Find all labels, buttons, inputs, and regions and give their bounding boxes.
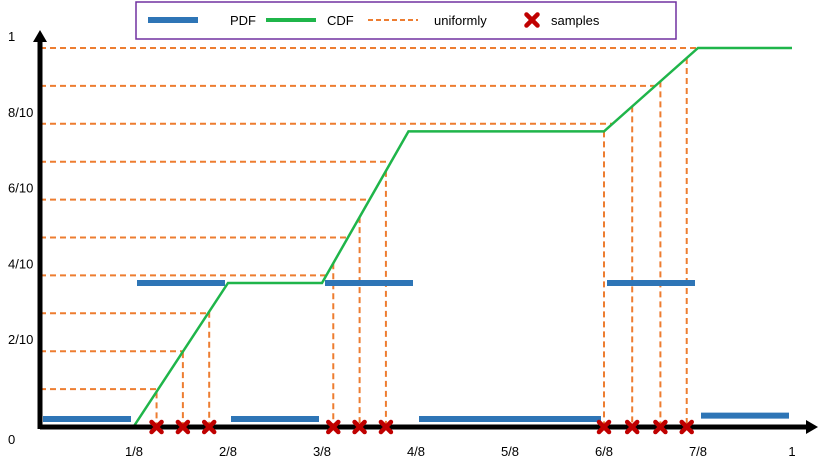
sample-marker	[624, 419, 640, 435]
sample-marker	[352, 419, 367, 435]
x-tick-label: 3/8	[313, 444, 331, 459]
sample-marker	[201, 419, 217, 435]
x-tick-label: 5/8	[501, 444, 519, 459]
sample-marker	[175, 419, 191, 435]
axes	[33, 30, 818, 434]
legend-samples-swatch	[524, 12, 540, 28]
y-axis-arrow	[33, 30, 47, 42]
sample-marker	[679, 419, 694, 435]
pdf-series	[43, 279, 789, 422]
x-axis-arrow	[806, 420, 818, 434]
x-tick-label: 7/8	[689, 444, 707, 459]
y-tick-labels: 2/10 4/10 6/10 8/10 1	[8, 29, 33, 347]
sample-marker	[596, 419, 612, 435]
cdf-series	[40, 46, 792, 428]
legend-box	[135, 1, 677, 40]
x-tick-label: 1/8	[125, 444, 143, 459]
y-tick-label: 4/10	[8, 256, 33, 271]
sample-markers	[149, 419, 694, 435]
legend: PDF CDF uniformly samples	[135, 1, 677, 40]
sample-marker	[326, 419, 341, 435]
sample-marker	[653, 419, 668, 435]
x-tick-label: 2/8	[219, 444, 237, 459]
y-tick-label: 6/10	[8, 181, 33, 196]
x-tick-label: 1	[788, 444, 795, 459]
y-tick-label: 8/10	[8, 105, 33, 120]
uniform-guides	[40, 47, 698, 427]
x-tick-label: 4/8	[407, 444, 425, 459]
y-tick-label: 2/10	[8, 332, 33, 347]
legend-uniformly-label: uniformly	[434, 13, 487, 28]
cdf-line	[40, 46, 792, 428]
legend-samples-label: samples	[551, 13, 600, 28]
legend-cdf-label: CDF	[327, 13, 354, 28]
x-tick-label: 0	[8, 432, 15, 447]
y-tick-label: 1	[8, 29, 15, 44]
legend-sample-cross	[524, 12, 540, 28]
sample-marker	[149, 419, 164, 435]
x-tick-label: 6/8	[595, 444, 613, 459]
sample-marker	[378, 419, 394, 435]
legend-pdf-label: PDF	[230, 13, 256, 28]
x-tick-labels: 0 1/8 2/8 3/8 4/8 5/8 6/8 7/8 1	[8, 432, 796, 459]
